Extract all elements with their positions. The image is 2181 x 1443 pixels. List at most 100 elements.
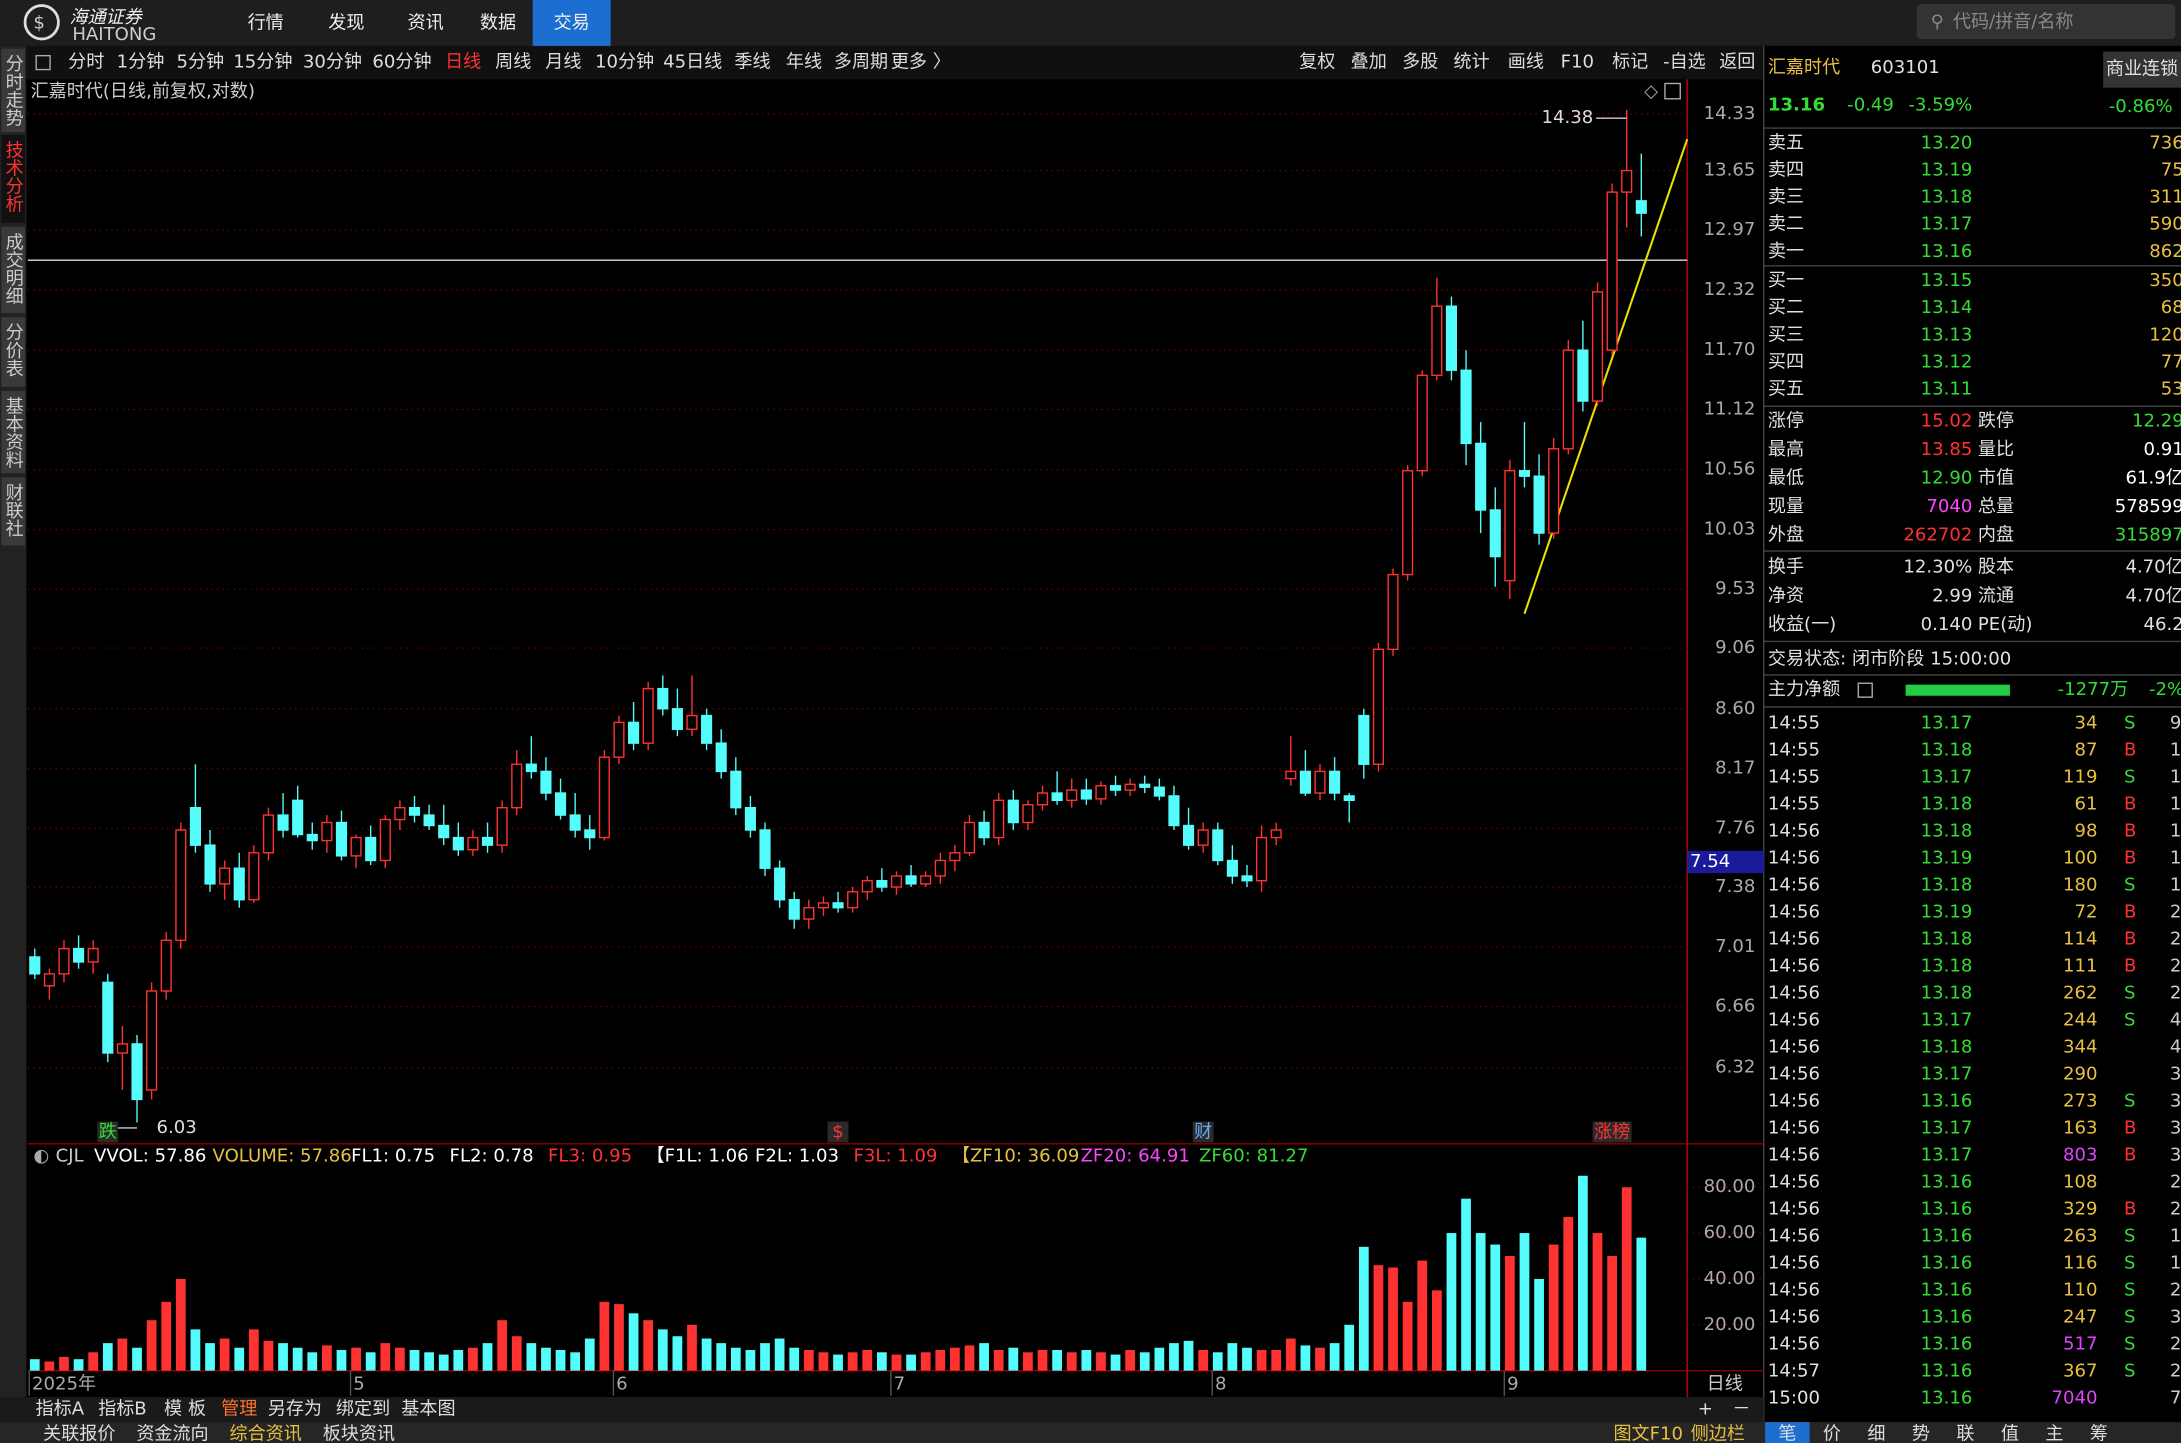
marker[interactable]: $ — [832, 1122, 844, 1143]
tick-time: 14:56 — [1768, 1118, 1820, 1139]
search-placeholder[interactable]: 代码/拼音/名称 — [1953, 11, 2074, 32]
side-link[interactable]: 图文F10 — [1613, 1424, 1683, 1443]
side-tab-label[interactable]: 基本资料 — [3, 396, 24, 468]
period[interactable]: 月线 — [545, 52, 581, 73]
bottom-tool[interactable]: 指标A — [36, 1399, 85, 1420]
tick-price: 13.18 — [1921, 821, 1973, 842]
panel-tab[interactable]: 主 — [2045, 1424, 2063, 1443]
bottom-tool[interactable]: 指标B — [98, 1399, 147, 1420]
panel-tab[interactable]: 价 — [1823, 1424, 1841, 1443]
tick-time: 14:56 — [1768, 875, 1820, 896]
side-tab[interactable] — [1, 48, 26, 133]
panel-tab[interactable]: 细 — [1867, 1424, 1885, 1443]
bottom-tool[interactable]: 模 板 — [164, 1399, 206, 1420]
sector-box[interactable] — [2103, 51, 2181, 88]
panel-tab[interactable]: 筹 — [2090, 1424, 2108, 1443]
tool[interactable]: -自选 — [1663, 52, 1706, 73]
panel-tab[interactable]: 笔 — [1778, 1424, 1796, 1443]
candle-body — [832, 902, 844, 909]
period[interactable]: 多周期 — [834, 52, 888, 73]
zoom[interactable]: + — [1698, 1399, 1713, 1420]
nav-item[interactable]: 资讯 — [408, 13, 444, 34]
period[interactable]: 日线 — [445, 52, 481, 73]
bottom-tab[interactable]: 综合资讯 — [230, 1424, 302, 1443]
side-tab[interactable] — [1, 226, 26, 314]
marker[interactable]: 跌 — [99, 1122, 117, 1143]
period[interactable]: 5分钟 — [176, 52, 224, 73]
book-label: 卖一 — [1768, 241, 1804, 262]
trend-line[interactable] — [1523, 138, 1689, 614]
y-tick-label: 6.66 — [1715, 996, 1755, 1017]
window-icon[interactable] — [1664, 82, 1681, 100]
side-tab[interactable] — [1, 134, 26, 223]
tool[interactable]: 复权 — [1299, 52, 1335, 73]
volume-bar — [1154, 1347, 1165, 1371]
candle-body — [1007, 799, 1019, 824]
period[interactable]: 45日线 — [663, 52, 722, 73]
period[interactable]: 15分钟 — [233, 52, 292, 73]
diamond-icon[interactable]: ◇ — [1644, 81, 1658, 102]
period[interactable]: 分时 — [68, 52, 104, 73]
nav-item[interactable]: 数据 — [480, 13, 516, 34]
panel-tab[interactable]: 势 — [1912, 1424, 1930, 1443]
candle-body — [876, 880, 888, 888]
bottom-tab[interactable]: 关联报价 — [43, 1424, 115, 1443]
side-tab-label[interactable]: 成交明细 — [3, 232, 24, 304]
panel-tab[interactable]: 值 — [2001, 1424, 2019, 1443]
bottom-tab[interactable]: 资金流向 — [136, 1424, 208, 1443]
stat-value: 7040 — [1926, 496, 1972, 517]
y-tick-label: 10.56 — [1704, 459, 1756, 480]
marker[interactable]: 涨榜 — [1594, 1122, 1630, 1143]
y-tick-label: 12.97 — [1704, 219, 1756, 240]
tool[interactable]: 画线 — [1508, 52, 1544, 73]
period[interactable]: 周线 — [495, 52, 531, 73]
y-tick-label: 11.70 — [1704, 339, 1756, 360]
period[interactable]: 1分钟 — [117, 52, 165, 73]
book-label: 买四 — [1768, 351, 1804, 372]
period[interactable]: 60分钟 — [372, 52, 431, 73]
tool[interactable]: F10 — [1561, 52, 1594, 73]
tool[interactable]: 统计 — [1454, 52, 1490, 73]
x-tick-label: 5 — [353, 1374, 365, 1395]
nav-item[interactable]: 发现 — [328, 13, 364, 34]
period[interactable]: 10分钟 — [595, 52, 654, 73]
side-tab[interactable] — [1, 477, 26, 546]
panel-tab[interactable]: 联 — [1956, 1424, 1974, 1443]
side-tab-label[interactable]: 分价表 — [3, 323, 24, 377]
candle-body — [701, 714, 713, 744]
period[interactable]: 季线 — [734, 52, 770, 73]
bottom-tool[interactable]: 绑定到 — [336, 1399, 390, 1420]
side-tab-label[interactable]: 技术分析 — [3, 140, 24, 212]
candle-body — [949, 852, 961, 862]
tool[interactable]: 标记 — [1612, 52, 1648, 73]
tool[interactable]: 叠加 — [1351, 52, 1387, 73]
side-tab-label[interactable]: 分时走势 — [3, 54, 24, 126]
bottom-tab[interactable]: 板块资讯 — [323, 1424, 395, 1443]
nav-item[interactable]: 行情 — [248, 13, 284, 34]
tick-price: 13.18 — [1921, 1037, 1973, 1058]
tick-volume: 344 — [2063, 1037, 2098, 1058]
marker[interactable]: 财 — [1194, 1122, 1212, 1143]
tool[interactable]: 返回 — [1719, 52, 1755, 73]
candle-body — [1577, 349, 1589, 402]
candle-body — [438, 824, 450, 839]
search-box[interactable] — [1916, 4, 2176, 39]
period[interactable]: 更多 〉 — [891, 52, 951, 73]
bottom-tool[interactable]: 管理 — [221, 1399, 257, 1420]
sector[interactable]: 商业连锁 — [2106, 59, 2178, 80]
zoom[interactable]: － — [1732, 1399, 1750, 1420]
tool[interactable]: 多股 — [1402, 52, 1438, 73]
bottom-tool[interactable]: 基本图 — [401, 1399, 455, 1420]
tick-price: 13.16 — [1921, 1306, 1973, 1327]
nav-item[interactable]: 交易 — [554, 13, 590, 34]
bottom-tool[interactable]: 另存为 — [268, 1399, 322, 1420]
tick-time: 14:57 — [1768, 1360, 1820, 1381]
book-price: 13.15 — [1921, 270, 1973, 291]
side-link[interactable]: 侧边栏 — [1691, 1424, 1745, 1443]
period[interactable]: 30分钟 — [303, 52, 362, 73]
side-tab[interactable] — [1, 391, 26, 474]
period[interactable]: 年线 — [786, 52, 822, 73]
side-tab[interactable] — [1, 317, 26, 387]
volume-bar — [833, 1354, 843, 1371]
side-tab-label[interactable]: 财联社 — [3, 483, 24, 537]
